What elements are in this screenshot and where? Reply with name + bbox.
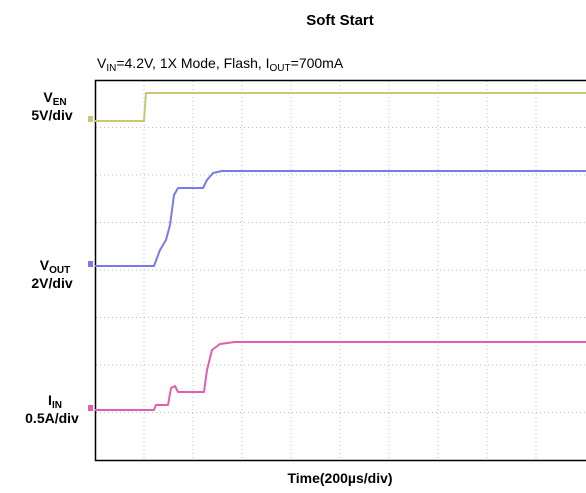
subtitle-part: V xyxy=(97,55,107,71)
trace-iin xyxy=(95,341,586,411)
channel-name: VOUT xyxy=(40,257,70,276)
x-label: Time(200µs/div) xyxy=(287,470,392,486)
channel-name-main: V xyxy=(40,257,50,273)
channel-name-main: I xyxy=(48,392,52,408)
channel-name-main: V xyxy=(43,89,53,105)
title: Soft Start xyxy=(306,12,374,29)
subtitle-part: =700mA xyxy=(291,55,344,71)
channel-name: VEN xyxy=(43,89,66,108)
channel-scale: 2V/div xyxy=(31,275,72,291)
marker-ven xyxy=(88,116,93,122)
channel-name: IIN xyxy=(48,392,62,411)
subtitle-sub: IN xyxy=(106,63,116,74)
channel-scale: 5V/div xyxy=(31,107,72,123)
channel-scale: 0.5A/div xyxy=(25,410,79,426)
channel-name-sub: OUT xyxy=(49,265,70,276)
trace-ven xyxy=(95,92,586,122)
subtitle: VIN=4.2V, 1X Mode, Flash, IOUT=700mA xyxy=(97,55,344,74)
trace-vout xyxy=(95,170,586,267)
plot-frame xyxy=(94,79,586,462)
channel-name-sub: EN xyxy=(53,97,67,108)
subtitle-sub: OUT xyxy=(270,63,291,74)
subtitle-part: =4.2V, 1X Mode, Flash, I xyxy=(116,55,269,71)
grid xyxy=(96,81,586,460)
channel-name-sub: IN xyxy=(52,400,62,411)
marker-vout xyxy=(88,261,93,267)
marker-iin xyxy=(88,405,93,411)
